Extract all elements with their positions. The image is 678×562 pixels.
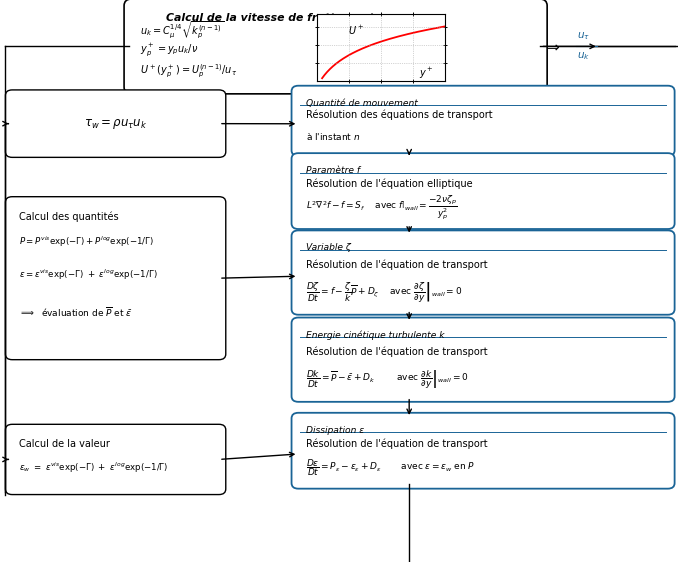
Text: Calcul des quantités: Calcul des quantités [19,211,119,222]
Text: $\dfrac{D\zeta}{Dt} = f - \dfrac{\zeta}{k}\overline{P} + D_\zeta \quad$ avec $\l: $\dfrac{D\zeta}{Dt} = f - \dfrac{\zeta}{… [306,279,463,303]
Text: $\varepsilon = \varepsilon^{vis}\exp(-\Gamma)\ +\ \varepsilon^{log}\exp(-1/\Gamm: $\varepsilon = \varepsilon^{vis}\exp(-\G… [19,268,157,282]
Text: $U^+$: $U^+$ [348,24,364,37]
Text: Calcul de la valeur: Calcul de la valeur [19,439,110,449]
FancyBboxPatch shape [124,0,547,94]
Text: Dissipation ε: Dissipation ε [306,426,365,435]
Text: à l'instant $n$: à l'instant $n$ [306,131,361,142]
Text: $u_\tau$: $u_\tau$ [577,30,590,42]
FancyBboxPatch shape [292,230,675,315]
Text: $\tau_w = \rho u_\tau u_k$: $\tau_w = \rho u_\tau u_k$ [84,117,147,130]
Text: $\dfrac{Dk}{Dt} = \overline{P} - \bar{\varepsilon} + D_k \qquad\;$ avec $\left.\: $\dfrac{Dk}{Dt} = \overline{P} - \bar{\v… [306,368,469,389]
Text: Résolution de l'équation de transport: Résolution de l'équation de transport [306,438,488,449]
FancyBboxPatch shape [5,424,226,495]
Text: Energie cinétique turbulente k: Energie cinétique turbulente k [306,330,445,340]
FancyBboxPatch shape [292,153,675,229]
Text: Paramètre f: Paramètre f [306,166,361,175]
Text: $u_k = C_\mu^{1/4}\sqrt{k_p^{(n-1)}}$: $u_k = C_\mu^{1/4}\sqrt{k_p^{(n-1)}}$ [140,20,224,40]
Text: $U^+(y_p^+) = U_p^{(n-1)}/u_\tau$: $U^+(y_p^+) = U_p^{(n-1)}/u_\tau$ [140,62,237,79]
FancyBboxPatch shape [292,318,675,402]
Text: $P = P^{vis}\exp(-\Gamma) + P^{log}\exp(-1/\Gamma)$: $P = P^{vis}\exp(-\Gamma) + P^{log}\exp(… [19,234,154,249]
Text: Résolution de l'équation de transport: Résolution de l'équation de transport [306,259,488,270]
Text: $y^+$: $y^+$ [419,66,433,80]
FancyBboxPatch shape [292,413,675,488]
Text: Variable ζ: Variable ζ [306,243,351,252]
Text: Résolution de l'équation de transport: Résolution de l'équation de transport [306,346,488,357]
Text: Résolution de l'équation elliptique: Résolution de l'équation elliptique [306,179,473,189]
FancyBboxPatch shape [292,85,675,156]
Text: $\varepsilon_w\ =\ \varepsilon^{vis}\exp(-\Gamma)\ +\ \varepsilon^{log}\exp(-1/\: $\varepsilon_w\ =\ \varepsilon^{vis}\exp… [19,461,168,475]
Text: $\dfrac{D\varepsilon}{Dt} = P_\varepsilon - \varepsilon_\varepsilon + D_\varepsi: $\dfrac{D\varepsilon}{Dt} = P_\varepsilo… [306,457,476,478]
Text: $y_p^+ = y_p u_k/\nu$: $y_p^+ = y_p u_k/\nu$ [140,41,199,58]
Text: $L^2\nabla^2 f - f = S_f \quad$ avec $\left.f\right|_{wall} = \dfrac{-2\nu\zeta_: $L^2\nabla^2 f - f = S_f \quad$ avec $\l… [306,194,458,222]
Text: Résolution des équations de transport: Résolution des équations de transport [306,109,493,120]
Text: Quantité de mouvement: Quantité de mouvement [306,99,418,108]
FancyBboxPatch shape [5,197,226,360]
Text: $u_k$: $u_k$ [577,51,590,62]
FancyBboxPatch shape [5,90,226,157]
Text: $\Longrightarrow$  évaluation de $\overline{P}$ et $\bar{\varepsilon}$: $\Longrightarrow$ évaluation de $\overli… [19,305,132,319]
Text: Calcul de la vitesse de frottement: Calcul de la vitesse de frottement [166,13,375,24]
Text: $\Rightarrow$: $\Rightarrow$ [544,39,561,54]
